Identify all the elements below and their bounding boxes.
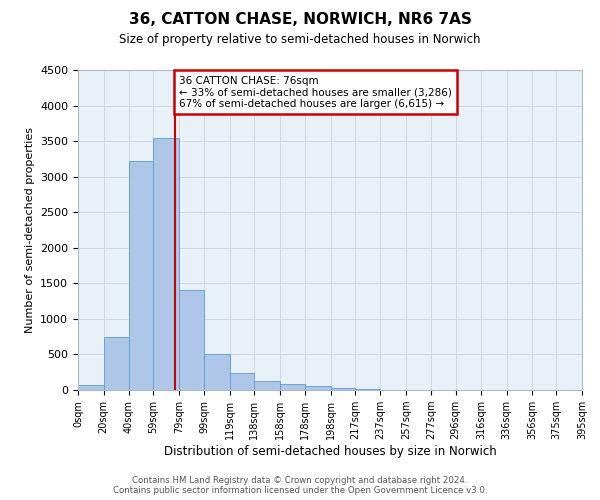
- Text: Contains HM Land Registry data © Crown copyright and database right 2024.
Contai: Contains HM Land Registry data © Crown c…: [113, 476, 487, 495]
- X-axis label: Distribution of semi-detached houses by size in Norwich: Distribution of semi-detached houses by …: [164, 445, 496, 458]
- Bar: [179, 290, 205, 390]
- Bar: [305, 386, 331, 390]
- Bar: [280, 384, 305, 390]
- Y-axis label: Number of semi-detached properties: Number of semi-detached properties: [25, 127, 35, 333]
- Text: Size of property relative to semi-detached houses in Norwich: Size of property relative to semi-detach…: [119, 32, 481, 46]
- Text: 36, CATTON CHASE, NORWICH, NR6 7AS: 36, CATTON CHASE, NORWICH, NR6 7AS: [128, 12, 472, 28]
- Bar: [205, 354, 230, 390]
- Bar: [331, 388, 355, 390]
- Bar: [104, 336, 129, 390]
- Bar: [78, 384, 104, 390]
- Text: 36 CATTON CHASE: 76sqm
← 33% of semi-detached houses are smaller (3,286)
67% of : 36 CATTON CHASE: 76sqm ← 33% of semi-det…: [179, 76, 452, 109]
- Bar: [254, 382, 280, 390]
- Bar: [129, 160, 153, 390]
- Bar: [153, 138, 179, 390]
- Bar: [230, 373, 254, 390]
